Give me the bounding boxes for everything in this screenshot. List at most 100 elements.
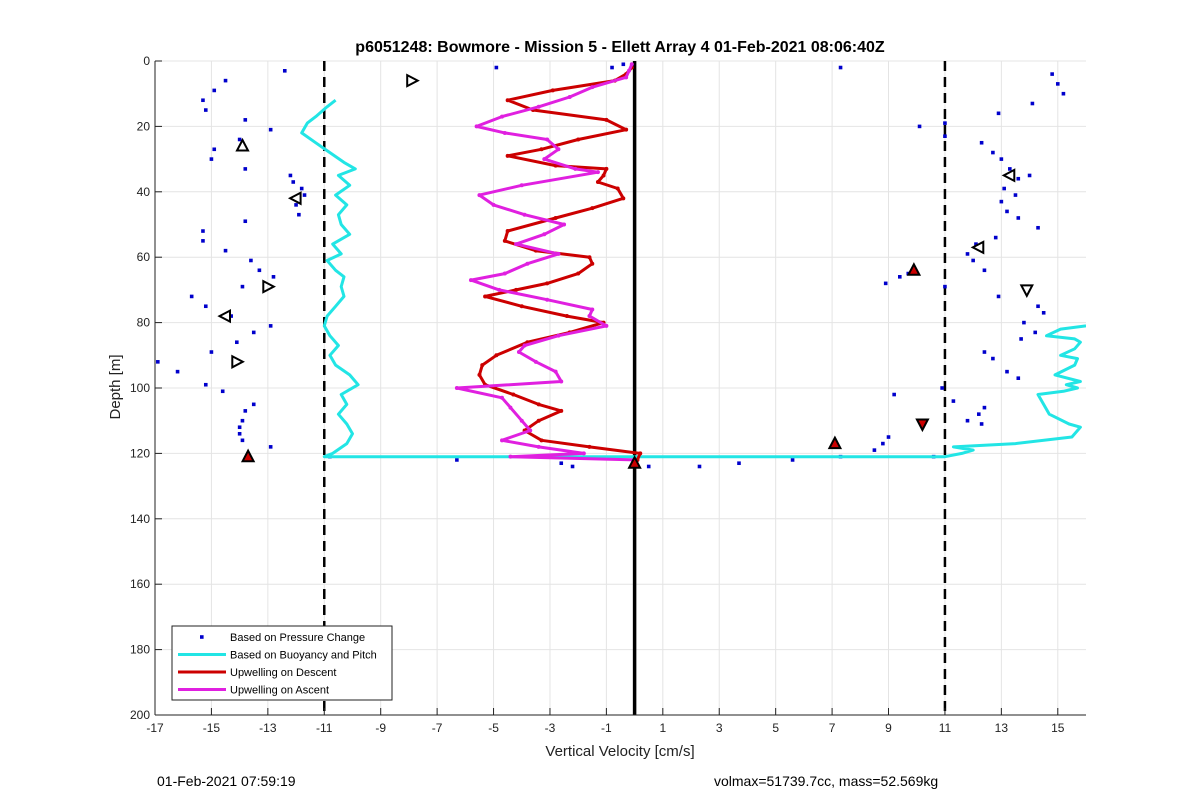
x-tick-label: -13 [259,721,277,735]
series-point-3 [629,62,634,67]
series-point-2 [480,363,485,368]
series-point-2 [595,179,600,184]
chart-title: p6051248: Bowmore - Mission 5 - Ellett A… [355,39,885,56]
marker-triangle-down [915,418,930,433]
y-tick-label: 100 [130,381,150,395]
pressure-change-point [156,360,160,364]
pressure-change-point [1036,225,1040,230]
pressure-change-point [883,281,888,286]
pressure-change-point [621,62,626,67]
x-tick-label: 9 [885,721,892,735]
series-point-2 [514,287,519,292]
series-point-3 [624,75,629,80]
marker-triangle-left [970,240,985,255]
pressure-change-point [251,330,256,335]
pressure-change-point [999,199,1004,204]
legend-box [171,625,393,701]
y-tick-label: 160 [130,577,150,591]
pressure-change-point [982,405,987,410]
pressure-change-point [991,150,995,155]
series-point-3 [497,287,502,292]
y-tick-label: 0 [143,54,150,68]
pressure-change-point [240,284,245,289]
pressure-change-point [235,340,239,345]
series-point-3 [516,350,521,355]
series-line-2 [477,66,642,461]
x-tick-label: 13 [995,721,1009,735]
series-point-2 [621,196,626,201]
series-point-3 [536,444,541,449]
series-point-3 [559,379,564,384]
x-tick-label: -11 [316,721,333,735]
y-tick-label: 180 [130,643,150,657]
series-point-3 [502,271,507,276]
pressure-change-point [243,219,248,224]
x-tick-label: 3 [716,721,723,735]
pressure-change-point [790,458,795,462]
pressure-change-point [251,402,256,407]
series-point-3 [522,212,527,217]
pressure-change-point [993,235,998,240]
series-line-3 [455,63,635,462]
series-point-3 [556,147,561,152]
pressure-change-point [943,284,947,289]
pressure-change-point [974,242,978,246]
series-point-3 [573,166,578,171]
series-point-2 [590,261,595,266]
pressure-change-point [203,304,208,309]
series-point-2 [505,153,510,158]
pressure-change-point [240,438,245,443]
series-point-2 [545,281,550,286]
y-tick-label: 60 [137,250,151,264]
y-tick-label: 40 [137,185,151,199]
series-point-3 [536,104,541,109]
marker-triangle-left [1001,168,1016,183]
pressure-change-point [979,422,984,426]
series-point-3 [474,124,479,129]
series-point-3 [514,242,519,247]
pressure-change-point [201,239,205,243]
series-point-2 [624,127,629,132]
pressure-change-point [1027,173,1032,178]
marker-triangle-right [231,354,245,369]
series-point-3 [542,157,547,162]
pressure-change-point [209,350,214,354]
marker-triangle-left [217,308,231,324]
series-point-2 [477,372,482,377]
pressure-change-point [237,425,242,430]
series-point-3 [590,85,595,90]
pressure-change-point [1055,82,1060,86]
pressure-change-point [982,350,987,354]
pressure-change-point [971,258,975,263]
pressure-change-point [1061,91,1066,96]
pressure-change-point [898,275,902,279]
pressure-change-point [243,167,248,171]
series-point-3 [553,369,558,374]
pressure-change-point [243,118,248,122]
pressure-change-point [982,268,987,273]
series-point-3 [567,94,572,99]
pressure-change-point [1005,369,1009,374]
pressure-change-point [494,65,499,70]
y-tick-label: 20 [137,119,151,133]
pressure-change-point [610,65,614,70]
pressure-change-point [220,389,225,394]
pressure-change-point [257,268,262,273]
series-point-3 [491,202,496,207]
series-point-2 [494,353,499,358]
series-point-2 [505,229,510,234]
pressure-change-point [297,212,301,217]
pressure-change-point [223,78,228,83]
x-tick-label: 15 [1051,721,1065,735]
plot-area [156,61,1086,715]
marker-triangle-down [1019,284,1034,299]
series-point-3 [545,137,550,142]
pressure-change-point [291,180,296,184]
pressure-change-point [943,121,947,125]
pressure-change-point [965,252,970,256]
series-point-2 [505,98,510,103]
pressure-change-point [996,294,1001,299]
pressure-change-point [872,448,877,452]
series-point-3 [500,114,505,119]
pressure-change-point [1030,101,1035,106]
